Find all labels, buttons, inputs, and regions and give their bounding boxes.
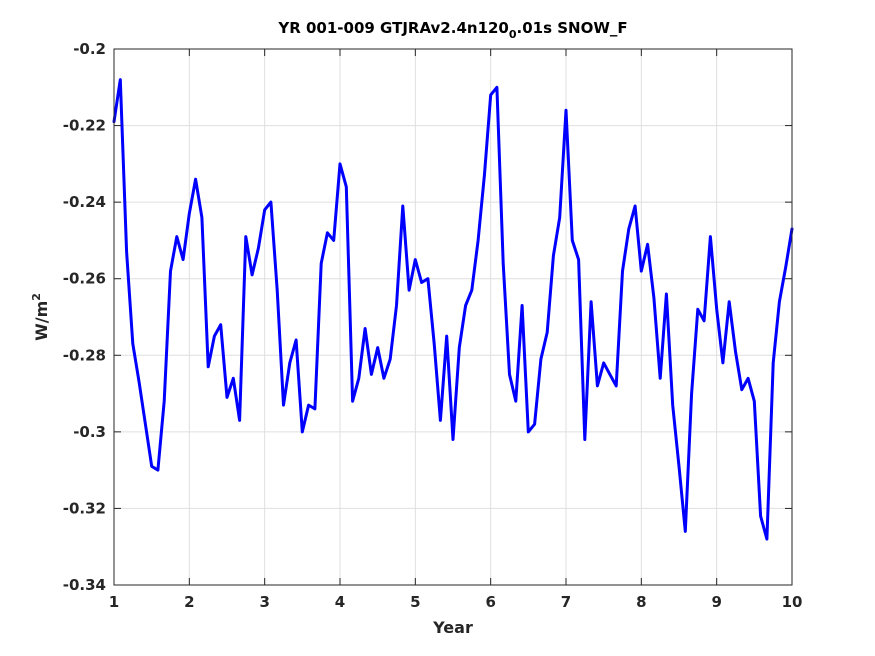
y-tick-label: -0.32 xyxy=(63,499,106,517)
y-tick-labels: -0.34 -0.32 -0.3 -0.28 -0.26 -0.24 -0.22 -0.2 xyxy=(63,40,106,594)
x-tick-label: 1 xyxy=(109,593,119,611)
y-tick-label: -0.28 xyxy=(63,346,106,364)
y-tick-label: -0.34 xyxy=(63,576,106,594)
y-tick-label: -0.26 xyxy=(63,270,106,288)
x-tick-label: 6 xyxy=(485,593,495,611)
y-axis-label-superscript: 2 xyxy=(30,293,43,301)
x-tick-label: 2 xyxy=(184,593,194,611)
y-axis-label-base: W/m xyxy=(32,301,51,341)
chart-title: YR 001-009 GTJRAv2.4n1200.01s SNOW_F xyxy=(277,19,627,41)
series-layer xyxy=(112,78,794,541)
tick-marks xyxy=(113,48,793,586)
y-tick-label: -0.24 xyxy=(63,193,106,211)
series-line xyxy=(112,78,794,541)
x-tick-label: 4 xyxy=(335,593,345,611)
chart-title-suffix: .01s SNOW_F xyxy=(517,19,628,37)
y-tick-label: -0.2 xyxy=(73,40,106,58)
x-tick-label: 7 xyxy=(561,593,571,611)
x-tick-label: 9 xyxy=(711,593,721,611)
chart-title-subscript: 0 xyxy=(509,28,517,41)
x-axis-label: Year xyxy=(432,618,473,637)
x-tick-label: 10 xyxy=(782,593,803,611)
y-tick-label: -0.22 xyxy=(63,117,106,135)
plot-area xyxy=(114,49,792,585)
x-tick-label: 8 xyxy=(636,593,646,611)
x-tick-label: 5 xyxy=(410,593,420,611)
axes-frame xyxy=(113,48,793,586)
x-tick-label: 3 xyxy=(259,593,269,611)
y-axis-label: W/m2 xyxy=(30,293,51,341)
chart-title-main: YR 001-009 GTJRAv2.4n120 xyxy=(277,19,509,37)
x-tick-labels: 1 2 3 4 5 6 7 8 9 10 xyxy=(109,593,803,611)
y-tick-label: -0.3 xyxy=(73,423,106,441)
